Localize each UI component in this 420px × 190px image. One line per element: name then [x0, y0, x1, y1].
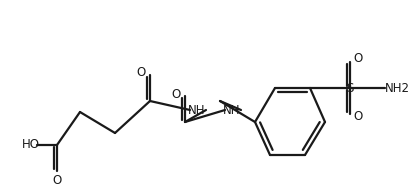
Text: NH2: NH2 [384, 82, 410, 94]
Text: O: O [353, 111, 362, 124]
Text: O: O [52, 173, 62, 187]
Text: O: O [171, 88, 181, 101]
Text: O: O [136, 66, 146, 79]
Text: NH: NH [223, 104, 241, 116]
Text: NH: NH [188, 104, 206, 116]
Text: S: S [346, 82, 354, 94]
Text: HO: HO [22, 139, 40, 151]
Text: O: O [353, 52, 362, 66]
